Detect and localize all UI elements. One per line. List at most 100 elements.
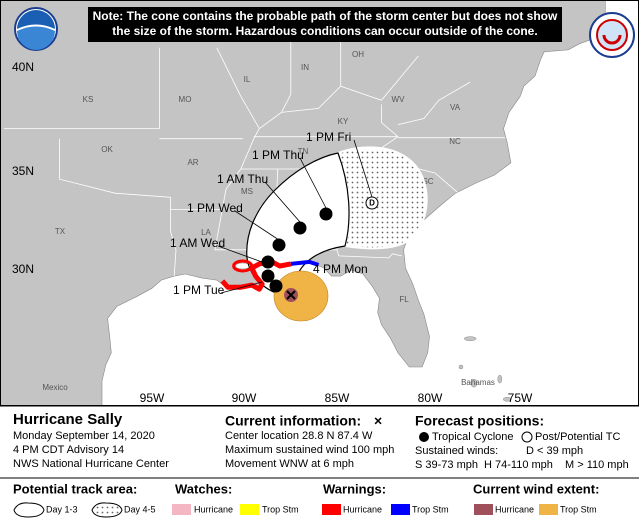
- cone-day45: [336, 146, 428, 250]
- place-label: MO: [179, 95, 192, 104]
- lon-label: 85W: [325, 391, 350, 405]
- lon-label: 80W: [418, 391, 443, 405]
- warning-hurricane-swatch: [322, 504, 341, 515]
- place-label: VA: [450, 103, 461, 112]
- island: [497, 374, 503, 384]
- state-border: [59, 138, 171, 198]
- advisory: 4 PM CDT Advisory 14: [13, 444, 124, 456]
- place-label: NC: [449, 137, 461, 146]
- tc-symbol: [419, 432, 429, 442]
- leader-line: [234, 210, 280, 241]
- current-symbol: ×: [374, 413, 382, 429]
- place-label: MS: [241, 187, 253, 196]
- place-label: WV: [392, 95, 406, 104]
- legend-title: Potential track area:: [13, 481, 137, 496]
- noaa-logo: [14, 7, 58, 51]
- storm-name: Hurricane Sally: [13, 411, 123, 428]
- forecast-title: Forecast positions:: [415, 413, 544, 429]
- post-label: Post/Potential TC: [535, 431, 620, 443]
- legend-label: Day 4-5: [124, 504, 156, 514]
- note-line: the size of the storm. Hazardous conditi…: [112, 24, 537, 38]
- place-label: SC: [422, 177, 433, 186]
- forecast-point-label: H: [273, 282, 279, 291]
- legend-title: Warnings:: [323, 481, 386, 496]
- legend-label: Day 1-3: [46, 504, 78, 514]
- legend-label: Trop Stm: [262, 504, 299, 514]
- watch-hurricane-swatch: [172, 504, 191, 515]
- lat-label: 40N: [12, 60, 34, 74]
- leader-line: [299, 157, 327, 209]
- current-position: [286, 290, 296, 300]
- place-label: Bahamas: [461, 378, 495, 387]
- wind-class: M > 110 mph: [565, 459, 629, 471]
- leader-line: [220, 281, 263, 294]
- forecast-point-label: H: [265, 272, 271, 281]
- map: KSMOILINOHKYWVVATNNCAROKSCMSALGATXLAFLMe…: [0, 0, 606, 417]
- island: [458, 364, 464, 370]
- warning-ts-swatch: [391, 504, 410, 515]
- hurricane-warning: [232, 259, 254, 273]
- place-label: OH: [352, 50, 364, 59]
- place-label: KS: [83, 95, 94, 104]
- state-border: [397, 81, 471, 125]
- agency: NWS National Hurricane Center: [13, 458, 169, 470]
- place-label: IN: [301, 63, 309, 72]
- ts-wind-extent: [273, 270, 329, 322]
- wind-hurricane-swatch: [474, 504, 493, 515]
- date: Monday September 14, 2020: [13, 430, 155, 442]
- wind-class: H 74-110 mph: [484, 459, 553, 471]
- state-border: [281, 33, 292, 113]
- wind-ts-swatch: [539, 504, 558, 515]
- forecast-point-label: D: [323, 210, 329, 219]
- tc-label: Tropical Cyclone: [432, 431, 514, 443]
- lat-label: 35N: [12, 164, 34, 178]
- forecast-point: [269, 279, 283, 293]
- island: [463, 336, 477, 341]
- island: [545, 413, 551, 417]
- leader-line: [264, 181, 301, 223]
- nws-logo: [589, 12, 635, 58]
- track-label: 1 PM Thu: [252, 148, 304, 162]
- forecast-point-label: D: [297, 224, 303, 233]
- legend-label: Hurricane: [495, 504, 534, 514]
- legend-label: Hurricane: [343, 504, 382, 514]
- wind-class: S 39-73 mph: [415, 459, 478, 471]
- place-label: OK: [101, 145, 113, 154]
- track-label: 1 PM Fri: [306, 130, 351, 144]
- lon-label: 90W: [232, 391, 257, 405]
- forecast-point: [272, 238, 286, 252]
- day13-swatch: [13, 502, 45, 518]
- leader-line: [353, 139, 373, 198]
- place-label: Mexico: [42, 383, 68, 392]
- track-label: 1 PM Tue: [173, 283, 225, 297]
- lat-label: 30N: [12, 262, 34, 276]
- current-title: Current information:: [225, 413, 361, 429]
- place-label: AR: [187, 158, 198, 167]
- island: [502, 397, 512, 402]
- post-symbol: [521, 431, 533, 443]
- lake: [235, 262, 250, 270]
- forecast-point: [261, 269, 275, 283]
- legend-label: Trop Stm: [412, 504, 449, 514]
- state-border: [170, 197, 177, 277]
- track-label: 1 PM Wed: [187, 201, 243, 215]
- state-border: [336, 249, 402, 259]
- legend-label: Trop Stm: [560, 504, 597, 514]
- day45-swatch: [91, 502, 123, 518]
- forecast-point-label: D: [369, 199, 375, 208]
- state-border: [259, 55, 419, 129]
- island: [470, 378, 478, 388]
- lon-label: 75W: [508, 391, 533, 405]
- note-box: [88, 7, 562, 42]
- track-label: 1 AM Thu: [217, 172, 268, 186]
- watch-ts-swatch: [240, 504, 259, 515]
- state-border: [380, 104, 399, 138]
- legend-title: Current wind extent:: [473, 481, 599, 496]
- current-line: Maximum sustained wind 100 mph: [225, 444, 394, 456]
- place-label: FL: [399, 295, 409, 304]
- wind-class: D < 39 mph: [526, 445, 583, 457]
- place-label: TX: [55, 227, 66, 236]
- lon-label: 95W: [140, 391, 165, 405]
